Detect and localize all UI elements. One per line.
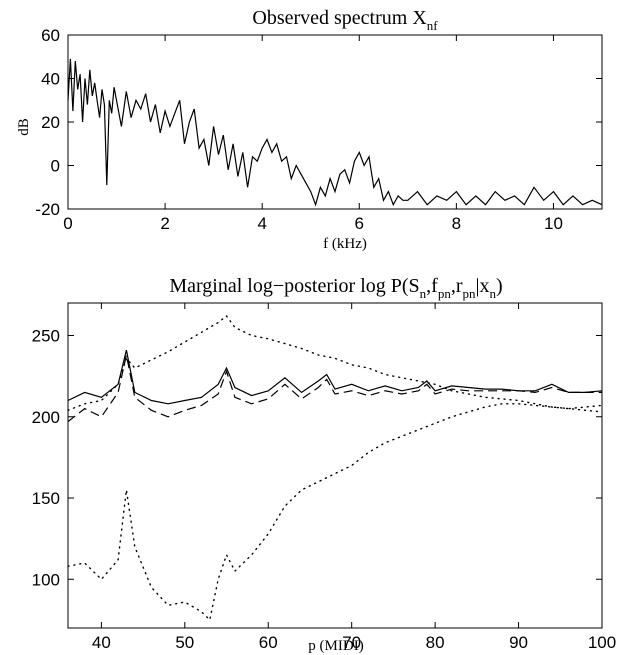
spectrum-x-tick-label: 4 (257, 214, 266, 233)
posterior-x-tick-label: 40 (92, 633, 111, 652)
spectrum-y-tick-label: -20 (35, 200, 60, 219)
posterior-y-tick-label: 200 (32, 408, 60, 427)
spectrum-y-axis-label: dB (16, 118, 32, 136)
posterior-x-tick-label: 100 (588, 633, 616, 652)
spectrum-x-tick-label: 8 (452, 214, 461, 233)
posterior-y-tick-label: 250 (32, 327, 60, 346)
spectrum-x-tick-label: 6 (355, 214, 364, 233)
spectrum-y-tick-label: 40 (41, 70, 60, 89)
posterior-x-tick-label: 60 (259, 633, 278, 652)
posterior-x-tick-label: 70 (342, 633, 361, 652)
spectrum-x-tick-label: 0 (63, 214, 72, 233)
posterior-x-tick-label: 80 (426, 633, 445, 652)
spectrum-y-tick-label: 60 (41, 26, 60, 45)
spectrum-y-tick-label: 0 (51, 157, 60, 176)
posterior-y-tick-label: 150 (32, 489, 60, 508)
posterior-x-tick-label: 50 (175, 633, 194, 652)
posterior-x-tick-label: 90 (509, 633, 528, 652)
spectrum-x-tick-label: 2 (160, 214, 169, 233)
spectrum-x-axis-label: f (kHz) (323, 236, 367, 252)
spectrum-x-tick-label: 10 (544, 214, 563, 233)
posterior-y-tick-label: 100 (32, 570, 60, 589)
spectrum-y-tick-label: 20 (41, 113, 60, 132)
